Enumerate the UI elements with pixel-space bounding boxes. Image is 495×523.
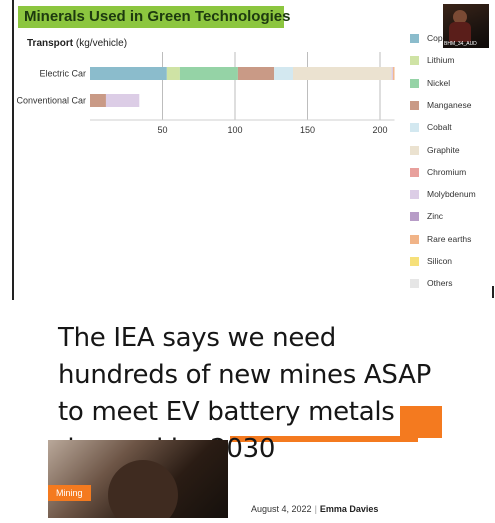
- accent-bar: [230, 436, 418, 442]
- legend-label: Cobalt: [427, 122, 452, 133]
- chart-panel: Minerals Used in Green Technologies Tran…: [12, 0, 494, 300]
- video-label: BHM_34_AUD: [444, 41, 477, 47]
- bar-0-nickel: [179, 67, 238, 80]
- legend-swatch: [410, 212, 419, 222]
- legend-label: Lithium: [427, 55, 455, 66]
- category-badge[interactable]: Mining: [48, 485, 91, 501]
- legend-swatch: [410, 145, 419, 155]
- category-label-0: Electric Car: [39, 69, 86, 79]
- legend-swatch: [410, 279, 419, 289]
- bar-0-manganese: [237, 67, 275, 80]
- legend-swatch: [410, 78, 419, 88]
- bar-1-manganese: [90, 94, 106, 107]
- legend-swatch: [410, 34, 419, 43]
- article-byline: August 4, 2022 | Emma Davies: [251, 504, 378, 514]
- legend-swatch: [410, 123, 419, 133]
- article-photo[interactable]: [48, 440, 228, 518]
- chart-plot: 50 100 150 200 Electric Car Conventional Car: [16, 52, 395, 135]
- section-name: Transport: [27, 38, 74, 49]
- legend-label: Chromium: [427, 166, 467, 177]
- legend-label: Zinc: [427, 211, 444, 222]
- bar-0-cobalt: [274, 67, 293, 80]
- legend-swatch: [410, 167, 419, 177]
- x-tick-label-100: 100: [227, 125, 242, 135]
- legend-swatch: [410, 257, 419, 266]
- article-date: August 4, 2022: [251, 504, 312, 514]
- bar-0-rare-earths: [393, 67, 395, 80]
- category-label-1: Conventional Car: [16, 96, 86, 106]
- legend-label: Manganese: [427, 99, 472, 110]
- legend-label: Silicon: [427, 256, 453, 266]
- legend-label: Copp: [427, 33, 448, 43]
- photo-subject: [108, 460, 178, 518]
- video-person-head: [453, 10, 467, 24]
- video-thumbnail[interactable]: BHM_34_AUD: [443, 4, 489, 48]
- x-tick-label-200: 200: [372, 125, 387, 135]
- bar-1-molybdenum: [105, 94, 140, 107]
- legend-label: Graphite: [427, 144, 460, 155]
- article-card[interactable]: The IEA says we need hundreds of new min…: [0, 300, 495, 523]
- bar-0-lithium: [166, 67, 180, 80]
- section-label: Transport (kg/vehicle): [27, 38, 127, 49]
- accent-block: [400, 406, 442, 438]
- chart-title: Minerals Used in Green Technologies: [18, 6, 290, 28]
- legend-swatch: [410, 190, 419, 200]
- legend-swatch: [410, 234, 419, 244]
- legend-swatch: [410, 100, 419, 110]
- byline-separator: |: [314, 504, 317, 514]
- legend-label: Rare earths: [427, 233, 472, 244]
- video-person-body: [449, 22, 471, 42]
- article-author[interactable]: Emma Davies: [319, 504, 379, 514]
- panel-edge-mark: [492, 286, 494, 298]
- unit-label: (kg/vehicle): [75, 38, 128, 49]
- bar-0-graphite: [293, 67, 392, 80]
- article-headline[interactable]: The IEA says we need hundreds of new min…: [58, 323, 431, 464]
- x-tick-label-50: 50: [157, 125, 167, 135]
- legend-swatch: [410, 56, 419, 66]
- legend-label: Molybdenum: [427, 189, 476, 200]
- legend-label: Nickel: [427, 77, 451, 88]
- chart-left-border: [12, 0, 14, 300]
- x-tick-label-150: 150: [300, 125, 315, 135]
- bar-0-copper: [90, 67, 167, 80]
- legend-label: Others: [427, 278, 453, 289]
- bar-0-molybdenum: [391, 67, 394, 80]
